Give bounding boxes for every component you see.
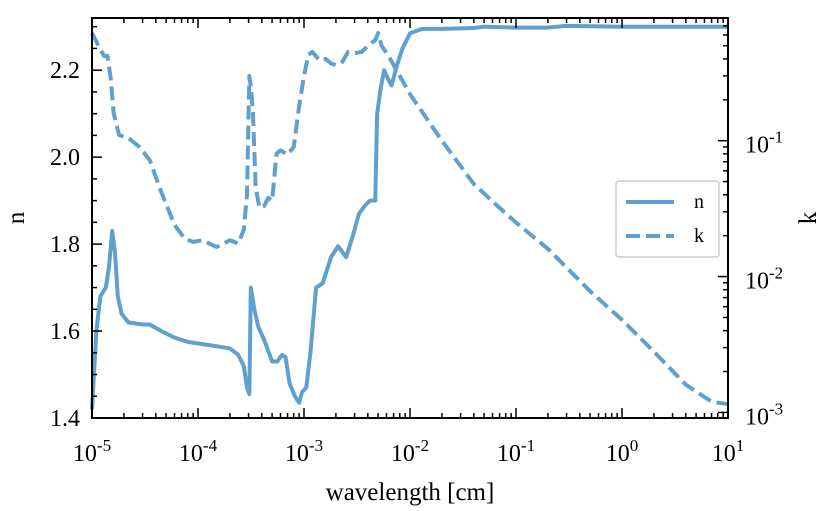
y-right-tick-label: 10-2 — [745, 264, 783, 295]
series-line-n — [90, 23, 728, 410]
y-right-axis-title: k — [795, 211, 822, 224]
series-line-k — [90, 31, 729, 407]
plot-frame — [91, 17, 729, 419]
legend-label-n: n — [694, 191, 704, 213]
series-layer — [90, 23, 729, 410]
x-tick-label: 101 — [712, 436, 745, 467]
x-axis-title: wavelength [cm] — [326, 479, 495, 506]
x-tick-label: 100 — [606, 436, 639, 467]
tick-labels-layer: 10-5 10-4 10-3 10-2 10-1 100 101 1.4 1.6 1.8 2.0 2.… — [50, 58, 783, 467]
y-right-tick-label: 10-3 — [745, 399, 783, 430]
legend: n k — [615, 180, 720, 258]
y-left-tick-label: 2.0 — [50, 145, 80, 171]
x-tick-label: 10-5 — [73, 436, 111, 467]
legend-label-k: k — [694, 225, 704, 247]
y-right-tick-label: 10-1 — [745, 128, 783, 159]
x-tick-label: 10-1 — [497, 436, 535, 467]
x-tick-label: 10-2 — [391, 436, 429, 467]
y-left-tick-label: 2.2 — [50, 58, 80, 84]
x-tick-label: 10-3 — [285, 436, 323, 467]
x-tick-label: 10-4 — [179, 436, 218, 467]
y-left-axis-title: n — [3, 211, 30, 224]
y-left-tick-label: 1.4 — [50, 406, 80, 432]
y-left-tick-label: 1.8 — [50, 232, 80, 258]
y-left-tick-label: 1.6 — [50, 319, 80, 345]
